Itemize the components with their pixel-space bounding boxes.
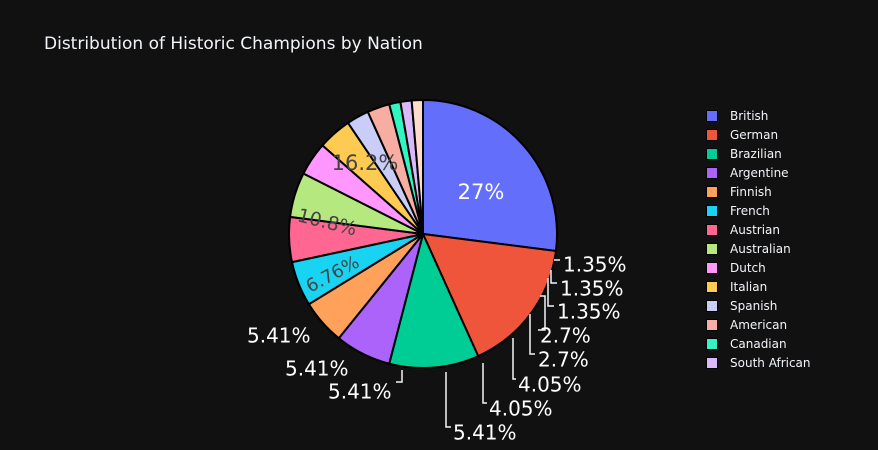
legend-swatch bbox=[706, 204, 718, 217]
data-label-finnish: 5.41% bbox=[247, 324, 311, 348]
legend-label: French bbox=[730, 203, 770, 218]
data-label-german: 16.2% bbox=[332, 151, 399, 175]
legend-item-american[interactable]: American bbox=[706, 315, 871, 334]
legend-item-canadian[interactable]: Canadian bbox=[706, 334, 871, 353]
legend-item-italian[interactable]: Italian bbox=[706, 277, 871, 296]
legend-label: Spanish bbox=[730, 298, 778, 313]
legend-swatch bbox=[706, 128, 718, 141]
legend-item-french[interactable]: French bbox=[706, 201, 871, 220]
legend-label: Brazilian bbox=[730, 146, 782, 161]
legend-label: American bbox=[730, 317, 788, 332]
data-label-austrian: 5.41% bbox=[328, 380, 392, 404]
legend-item-australian[interactable]: Australian bbox=[706, 239, 871, 258]
leader-line-spanish bbox=[529, 314, 535, 355]
chart-title: Distribution of Historic Champions by Na… bbox=[44, 34, 423, 54]
legend-label: Dutch bbox=[730, 260, 766, 275]
pie-slice-british[interactable] bbox=[422, 98, 558, 253]
legend-swatch bbox=[706, 147, 718, 160]
data-label-british: 27% bbox=[458, 180, 505, 204]
data-label-italian: 4.05% bbox=[518, 373, 582, 397]
legend-item-south-african[interactable]: South African bbox=[706, 353, 871, 372]
legend-label: South African bbox=[730, 355, 811, 370]
data-label-australian: 5.41% bbox=[453, 421, 517, 445]
legend-item-german[interactable]: German bbox=[706, 125, 871, 144]
legend-label: British bbox=[730, 108, 769, 123]
legend-label: Canadian bbox=[730, 336, 787, 351]
legend: British German Brazilian Argentine Finnish Fr… bbox=[706, 106, 871, 372]
legend-swatch bbox=[706, 280, 718, 293]
legend-item-argentine[interactable]: Argentine bbox=[706, 163, 871, 182]
data-label-dutch: 4.05% bbox=[489, 397, 553, 421]
data-label-canadian: 1.35% bbox=[557, 300, 621, 324]
legend-item-british[interactable]: British bbox=[706, 106, 871, 125]
legend-swatch bbox=[706, 185, 718, 198]
legend-swatch bbox=[706, 337, 718, 350]
pie-slice-german[interactable] bbox=[421, 232, 558, 358]
legend-swatch bbox=[706, 299, 718, 312]
data-label-south-african: 1.35% bbox=[560, 277, 624, 301]
data-label-french: 5.41% bbox=[285, 357, 349, 381]
legend-label: Austrian bbox=[730, 222, 780, 237]
pie-slice-unlabeled-14[interactable] bbox=[410, 98, 424, 235]
legend-swatch bbox=[706, 261, 718, 274]
legend-label: Finnish bbox=[730, 184, 772, 199]
legend-label: Argentine bbox=[730, 165, 789, 180]
legend-swatch bbox=[706, 223, 718, 236]
data-label-spanish: 2.7% bbox=[538, 348, 589, 372]
legend-swatch bbox=[706, 356, 718, 369]
leader-line-canadian bbox=[547, 278, 554, 307]
legend-label: Italian bbox=[730, 279, 768, 294]
legend-label: Australian bbox=[730, 241, 791, 256]
leader-line-dutch bbox=[482, 363, 487, 404]
leader-line-south-african bbox=[550, 270, 557, 284]
leader-line-italian bbox=[512, 338, 516, 380]
legend-item-brazilian[interactable]: Brazilian bbox=[706, 144, 871, 163]
legend-item-austrian[interactable]: Austrian bbox=[706, 220, 871, 239]
legend-swatch bbox=[706, 242, 718, 255]
legend-item-spanish[interactable]: Spanish bbox=[706, 296, 871, 315]
legend-swatch bbox=[706, 166, 718, 179]
data-label-unlabeled-14: 1.35% bbox=[563, 253, 627, 277]
legend-swatch bbox=[706, 109, 718, 122]
data-label-american: 2.7% bbox=[540, 324, 591, 348]
leader-line-american bbox=[538, 295, 546, 331]
legend-item-finnish[interactable]: Finnish bbox=[706, 182, 871, 201]
legend-label: German bbox=[730, 127, 779, 142]
legend-item-dutch[interactable]: Dutch bbox=[706, 258, 871, 277]
leader-line-australian bbox=[445, 372, 451, 428]
pie-slice-brazilian[interactable] bbox=[388, 231, 480, 369]
legend-swatch bbox=[706, 318, 718, 331]
leader-line-austrian bbox=[396, 370, 403, 383]
